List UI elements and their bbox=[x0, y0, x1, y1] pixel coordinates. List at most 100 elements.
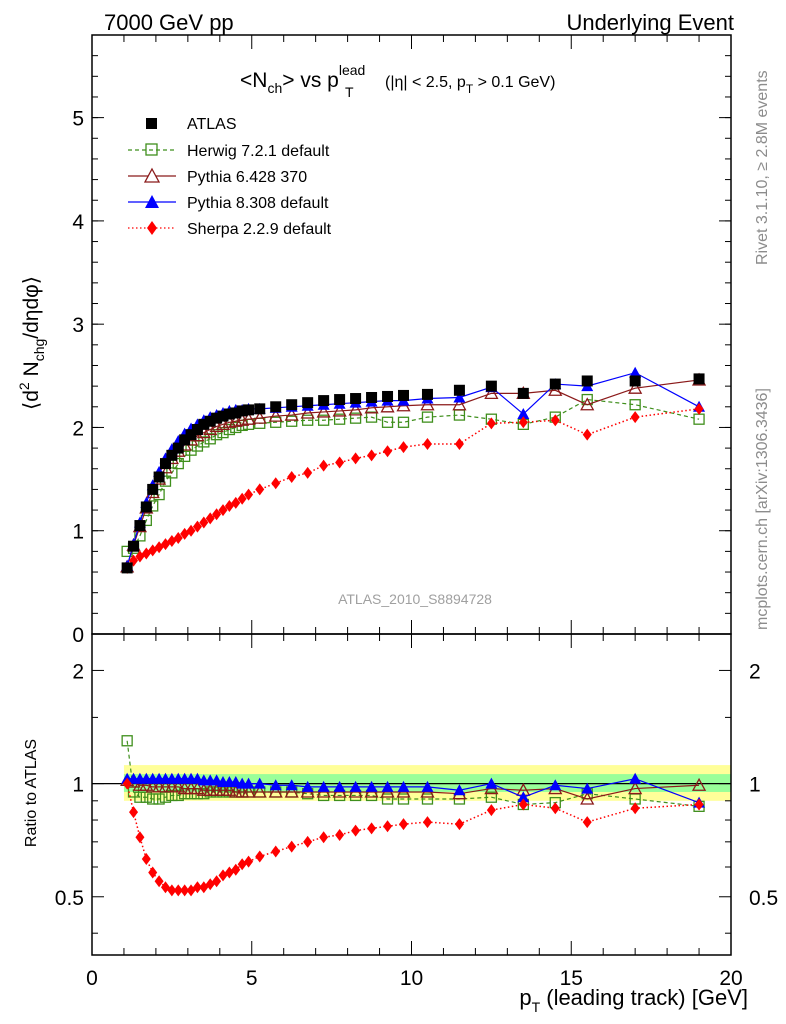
main-point-sherpa bbox=[218, 504, 228, 517]
ratio-point-sherpa bbox=[173, 884, 183, 897]
ratio-point-herwig bbox=[121, 735, 133, 747]
ratio-point-pythia8 bbox=[517, 791, 530, 803]
main-point-atlas bbox=[350, 393, 362, 405]
main-point-atlas bbox=[191, 424, 203, 436]
ratio-point-pythia6 bbox=[268, 784, 283, 798]
main-y-tick-label: 5 bbox=[72, 108, 84, 131]
ratio-point-pythia8 bbox=[301, 780, 314, 792]
ratio-point-herwig bbox=[421, 793, 434, 805]
main-point-atlas bbox=[485, 380, 497, 392]
main-y-tick-label: 3 bbox=[72, 314, 84, 337]
main-point-atlas bbox=[286, 399, 298, 411]
main-y-label: ⟨d2 Nchg/dηdφ⟩ bbox=[16, 276, 47, 410]
main-point-pythia8 bbox=[517, 408, 530, 420]
legend-label-pythia8: Pythia 8.308 default bbox=[187, 195, 329, 212]
main-point-atlas bbox=[179, 434, 191, 446]
main-point-sherpa bbox=[212, 508, 222, 521]
main-series-line-pythia8 bbox=[126, 372, 700, 567]
ratio-point-herwig bbox=[153, 793, 165, 805]
ratio-point-sherpa bbox=[319, 831, 329, 844]
main-point-pythia6 bbox=[628, 380, 643, 394]
main-point-herwig bbox=[302, 414, 314, 426]
main-point-sherpa bbox=[422, 437, 432, 450]
y-label-open: ⟨d bbox=[20, 390, 43, 410]
ratio-point-pythia8 bbox=[317, 780, 330, 792]
y-label-n: N bbox=[20, 361, 43, 382]
ratio-point-pythia6 bbox=[139, 777, 154, 791]
watermark: ATLAS_2010_S8894728 bbox=[338, 591, 492, 607]
ratio-axis: 0.5 0.51 12 20 5 10 15 20 bbox=[55, 634, 778, 990]
main-point-sherpa bbox=[199, 516, 209, 529]
x-label-rest: (leading track) [GeV] bbox=[540, 985, 748, 1010]
title-lead-sup: lead bbox=[339, 62, 365, 78]
main-point-atlas bbox=[153, 471, 165, 483]
ratio-point-herwig bbox=[134, 791, 146, 803]
ratio-point-sherpa bbox=[630, 802, 640, 815]
main-point-pythia6 bbox=[364, 400, 379, 414]
main-point-sherpa bbox=[399, 441, 409, 454]
ratio-point-pythia6 bbox=[284, 784, 299, 798]
main-y-tick-label: 2 bbox=[72, 417, 84, 440]
legend-marker-pythia8 bbox=[145, 195, 159, 208]
process-label: Underlying Event bbox=[566, 10, 734, 35]
ratio-y-tick-label-right: 0.5 bbox=[749, 887, 778, 910]
title-cuts-a: (|η| < 2.5, p bbox=[385, 74, 466, 91]
legend-marker-pythia6 bbox=[143, 167, 161, 183]
main-point-sherpa bbox=[192, 520, 202, 533]
ratio-y-tick-label-right: 1 bbox=[749, 774, 761, 797]
main-point-sherpa bbox=[694, 402, 704, 415]
main-point-herwig bbox=[397, 416, 410, 428]
ratio-point-sherpa bbox=[694, 798, 704, 811]
ratio-point-pythia6 bbox=[252, 784, 267, 798]
main-point-atlas bbox=[629, 375, 641, 387]
main-point-herwig bbox=[317, 414, 330, 426]
main-point-sherpa bbox=[237, 492, 247, 505]
ratio-point-sherpa bbox=[122, 777, 132, 790]
main-point-pythia6 bbox=[380, 399, 395, 413]
ratio-point-sherpa bbox=[192, 881, 202, 894]
ratio-point-pythia8 bbox=[349, 780, 362, 792]
main-point-atlas bbox=[318, 395, 330, 407]
ratio-y-label: Ratio to ATLAS bbox=[23, 739, 40, 847]
ratio-point-sherpa bbox=[135, 831, 145, 844]
ratio-point-sherpa bbox=[129, 806, 139, 819]
ratio-point-sherpa bbox=[212, 875, 222, 888]
x-label-sub: T bbox=[532, 999, 541, 1015]
ratio-point-sherpa bbox=[255, 850, 265, 863]
legend-label-herwig: Herwig 7.2.1 default bbox=[187, 143, 330, 160]
main-point-herwig bbox=[204, 433, 216, 445]
ratio-panel: 0.5 0.51 12 20 5 10 15 20 bbox=[55, 633, 778, 990]
ratio-point-herwig bbox=[397, 793, 410, 805]
main-point-atlas bbox=[217, 410, 229, 422]
ratio-point-herwig bbox=[204, 786, 216, 798]
x-tick-label: 5 bbox=[246, 967, 258, 990]
ratio-point-pythia8 bbox=[581, 782, 594, 794]
main-y-tick-label: 1 bbox=[72, 521, 84, 544]
main-point-atlas bbox=[517, 387, 529, 399]
energy-label: 7000 GeV pp bbox=[104, 10, 234, 35]
main-point-atlas bbox=[421, 388, 433, 400]
main-point-sherpa bbox=[244, 488, 254, 501]
main-point-atlas bbox=[166, 449, 178, 461]
main-point-herwig bbox=[349, 412, 362, 424]
main-point-atlas bbox=[270, 401, 282, 413]
ratio-point-sherpa bbox=[367, 822, 377, 835]
ratio-point-herwig bbox=[147, 793, 159, 805]
ratio-point-pythia8 bbox=[253, 777, 266, 789]
main-point-atlas bbox=[172, 442, 184, 454]
main-point-herwig bbox=[629, 399, 641, 411]
ratio-point-herwig bbox=[172, 789, 184, 802]
main-marks bbox=[120, 366, 707, 574]
main-point-sherpa bbox=[486, 417, 496, 430]
main-point-sherpa bbox=[255, 483, 265, 496]
main-point-sherpa bbox=[550, 414, 560, 427]
ratio-point-sherpa bbox=[335, 828, 345, 841]
ratio-point-pythia8 bbox=[381, 780, 394, 792]
ratio-point-sherpa bbox=[454, 818, 464, 831]
main-point-pythia6 bbox=[484, 386, 499, 400]
main-axis: 1 2 3 4 5 0 bbox=[72, 35, 732, 647]
ratio-point-pythia8 bbox=[485, 777, 498, 789]
main-point-sherpa bbox=[630, 411, 640, 424]
main-point-atlas bbox=[159, 458, 171, 470]
ratio-point-pythia6 bbox=[222, 782, 237, 796]
